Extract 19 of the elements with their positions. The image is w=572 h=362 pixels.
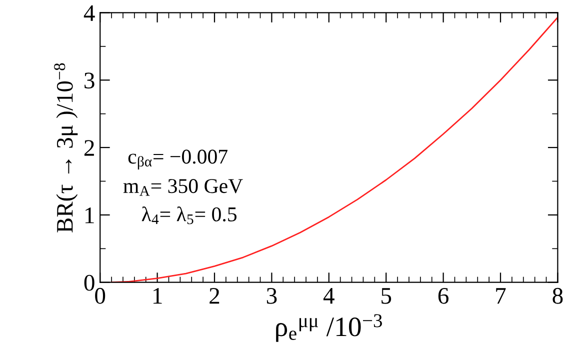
- annotation: m$_{A}$= 350 GeV: [123, 179, 243, 196]
- y-tick-label: 2: [84, 140, 94, 156]
- x-tick-label: 8: [552, 288, 563, 304]
- y-tick-label: 3: [84, 72, 94, 89]
- x-tick-label: 4: [323, 288, 334, 304]
- x-tick-label: 1: [153, 288, 162, 304]
- annotation: c$_{βα}$= −0.007: [128, 150, 228, 170]
- x-tick-label: 5: [382, 288, 392, 304]
- annotation: λ$_{4}$= λ$_{5}$= 0.5: [142, 206, 237, 224]
- y-tick-label: 0: [84, 274, 94, 291]
- x-tick-label: 6: [438, 288, 448, 304]
- x-tick-label: 2: [210, 288, 220, 304]
- y-tick-label: 1: [86, 208, 94, 224]
- x-tick-label: 7: [496, 288, 506, 304]
- y-axis-title: BR(τ → 3μ )/10$^{−8}$: [54, 63, 78, 232]
- x-axis-title: ρ$_{e}$$^{μμ}$ /10$^{−3}$: [276, 314, 382, 342]
- y-tick-label: 4: [84, 5, 95, 21]
- x-tick-label: 0: [95, 288, 106, 304]
- x-tick-label: 3: [266, 288, 277, 304]
